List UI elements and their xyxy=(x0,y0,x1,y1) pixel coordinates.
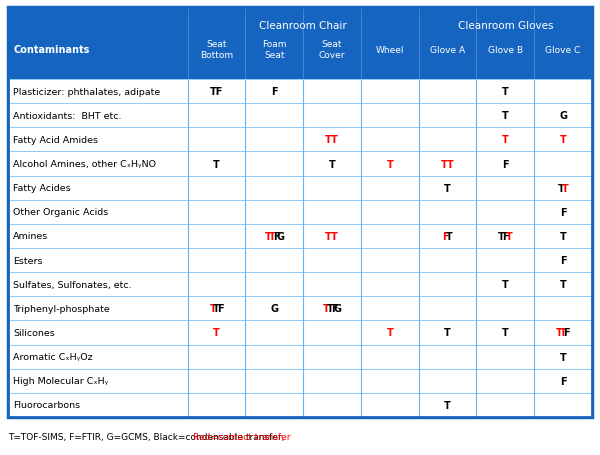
Text: Plasticizer: phthalates, adipate: Plasticizer: phthalates, adipate xyxy=(13,87,160,96)
Text: G: G xyxy=(276,232,284,242)
Text: Wheel: Wheel xyxy=(376,46,404,55)
Text: G: G xyxy=(271,303,278,313)
Text: T: T xyxy=(560,328,566,338)
Text: T: T xyxy=(446,232,453,242)
Bar xyxy=(8,80,592,417)
Text: Foam
Seat: Foam Seat xyxy=(262,40,287,60)
Text: T: T xyxy=(560,135,566,145)
Text: F: F xyxy=(560,256,566,265)
Text: T: T xyxy=(502,135,509,145)
Text: T: T xyxy=(444,400,451,410)
Text: Seat
Cover: Seat Cover xyxy=(319,40,346,60)
Text: Fatty Acides: Fatty Acides xyxy=(13,184,71,193)
Text: TF: TF xyxy=(210,87,223,97)
Text: F: F xyxy=(217,303,224,313)
Text: T: T xyxy=(209,303,216,313)
Text: T: T xyxy=(269,232,276,242)
Text: F: F xyxy=(271,87,278,97)
Text: Alcohol Amines, other CₓHᵧNO: Alcohol Amines, other CₓHᵧNO xyxy=(13,160,156,169)
Text: T: T xyxy=(558,183,565,193)
Text: T: T xyxy=(502,111,509,121)
Text: Glove C: Glove C xyxy=(545,46,581,55)
Bar xyxy=(8,8,592,417)
Text: Contaminants: Contaminants xyxy=(13,45,89,55)
Text: TT: TT xyxy=(325,232,339,242)
Text: T: T xyxy=(556,328,563,338)
Text: T: T xyxy=(213,159,220,169)
Text: Antioxidants:  BHT etc.: Antioxidants: BHT etc. xyxy=(13,111,121,121)
Text: F: F xyxy=(502,159,509,169)
Text: TT: TT xyxy=(441,159,454,169)
Text: Aromatic CₓHᵧOz: Aromatic CₓHᵧOz xyxy=(13,352,92,361)
Text: G: G xyxy=(334,303,342,313)
Text: T: T xyxy=(560,232,566,242)
Text: F: F xyxy=(273,232,280,242)
Text: T: T xyxy=(329,159,335,169)
Text: Cleanroom Gloves: Cleanroom Gloves xyxy=(458,21,553,31)
Text: Fatty Acid Amides: Fatty Acid Amides xyxy=(13,136,98,145)
Text: T: T xyxy=(502,280,509,289)
Text: Esters: Esters xyxy=(13,256,43,265)
Text: F: F xyxy=(502,232,509,242)
Text: T: T xyxy=(560,352,566,362)
Text: T: T xyxy=(562,183,568,193)
Text: Silicones: Silicones xyxy=(13,328,55,337)
Text: Triphenyl-phosphate: Triphenyl-phosphate xyxy=(13,304,110,313)
Text: F: F xyxy=(560,376,566,386)
Text: TT: TT xyxy=(325,135,339,145)
Text: T: T xyxy=(213,303,220,313)
Text: Fluorocarbons: Fluorocarbons xyxy=(13,400,80,410)
Text: T: T xyxy=(323,303,330,313)
Text: T: T xyxy=(444,183,451,193)
Text: Glove B: Glove B xyxy=(488,46,523,55)
Text: T: T xyxy=(506,232,512,242)
Text: Amines: Amines xyxy=(13,232,48,241)
Text: T: T xyxy=(265,232,272,242)
Text: F: F xyxy=(560,207,566,217)
Bar xyxy=(8,8,592,80)
Text: T: T xyxy=(386,328,393,338)
Text: T: T xyxy=(444,328,451,338)
Text: Other Organic Acids: Other Organic Acids xyxy=(13,208,108,217)
Text: F: F xyxy=(331,303,337,313)
Text: T: T xyxy=(213,328,220,338)
Text: T: T xyxy=(502,328,509,338)
Text: F: F xyxy=(442,232,449,242)
Text: F: F xyxy=(563,328,570,338)
Text: Seat
Bottom: Seat Bottom xyxy=(200,40,233,60)
Text: T: T xyxy=(386,159,393,169)
Text: High Molecular CₓHᵧ: High Molecular CₓHᵧ xyxy=(13,376,108,385)
Text: T: T xyxy=(327,303,334,313)
Text: T=TOF-SIMS, F=FTIR, G=GCMS, Black=condensable transfer,: T=TOF-SIMS, F=FTIR, G=GCMS, Black=conden… xyxy=(8,433,287,441)
Text: Glove A: Glove A xyxy=(430,46,465,55)
Text: T: T xyxy=(498,232,505,242)
Text: Cleanroom Chair: Cleanroom Chair xyxy=(259,21,347,31)
Text: Red=contact transfer: Red=contact transfer xyxy=(193,433,290,441)
Bar xyxy=(8,8,592,417)
Text: G: G xyxy=(559,111,567,121)
Text: Sulfates, Sulfonates, etc.: Sulfates, Sulfonates, etc. xyxy=(13,280,131,289)
Text: T: T xyxy=(502,87,509,97)
Text: T: T xyxy=(560,280,566,289)
